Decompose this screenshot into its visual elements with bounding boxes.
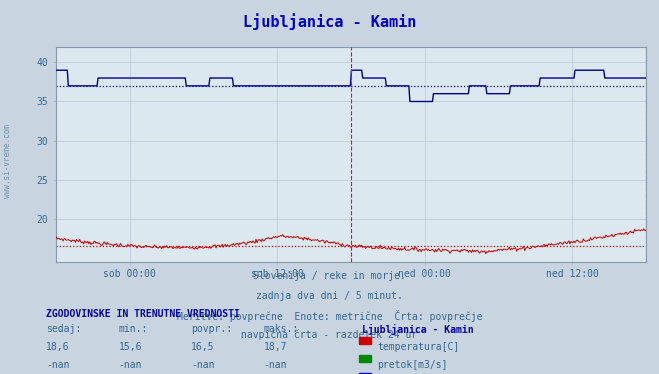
Text: zadnja dva dni / 5 minut.: zadnja dva dni / 5 minut. [256, 291, 403, 301]
Text: -nan: -nan [119, 360, 142, 370]
Text: 16,5: 16,5 [191, 342, 215, 352]
Text: povpr.:: povpr.: [191, 324, 232, 334]
Text: ZGODOVINSKE IN TRENUTNE VREDNOSTI: ZGODOVINSKE IN TRENUTNE VREDNOSTI [46, 309, 240, 319]
Text: maks.:: maks.: [264, 324, 299, 334]
Text: Ljubljanica - Kamin: Ljubljanica - Kamin [362, 324, 474, 335]
Text: temperatura[C]: temperatura[C] [377, 342, 459, 352]
Text: 18,7: 18,7 [264, 342, 287, 352]
Text: www.si-vreme.com: www.si-vreme.com [3, 124, 13, 198]
Text: navpična črta - razdelek 24 ur: navpična črta - razdelek 24 ur [241, 329, 418, 340]
Text: -nan: -nan [46, 360, 70, 370]
Text: Ljubljanica - Kamin: Ljubljanica - Kamin [243, 13, 416, 30]
Text: -nan: -nan [191, 360, 215, 370]
Text: -nan: -nan [264, 360, 287, 370]
Text: 18,6: 18,6 [46, 342, 70, 352]
Text: min.:: min.: [119, 324, 148, 334]
Text: 15,6: 15,6 [119, 342, 142, 352]
Text: sedaj:: sedaj: [46, 324, 81, 334]
Text: Meritve: povprečne  Enote: metrične  Črta: povprečje: Meritve: povprečne Enote: metrične Črta:… [177, 310, 482, 322]
Text: Slovenija / reke in morje.: Slovenija / reke in morje. [253, 271, 406, 281]
Text: pretok[m3/s]: pretok[m3/s] [377, 360, 447, 370]
